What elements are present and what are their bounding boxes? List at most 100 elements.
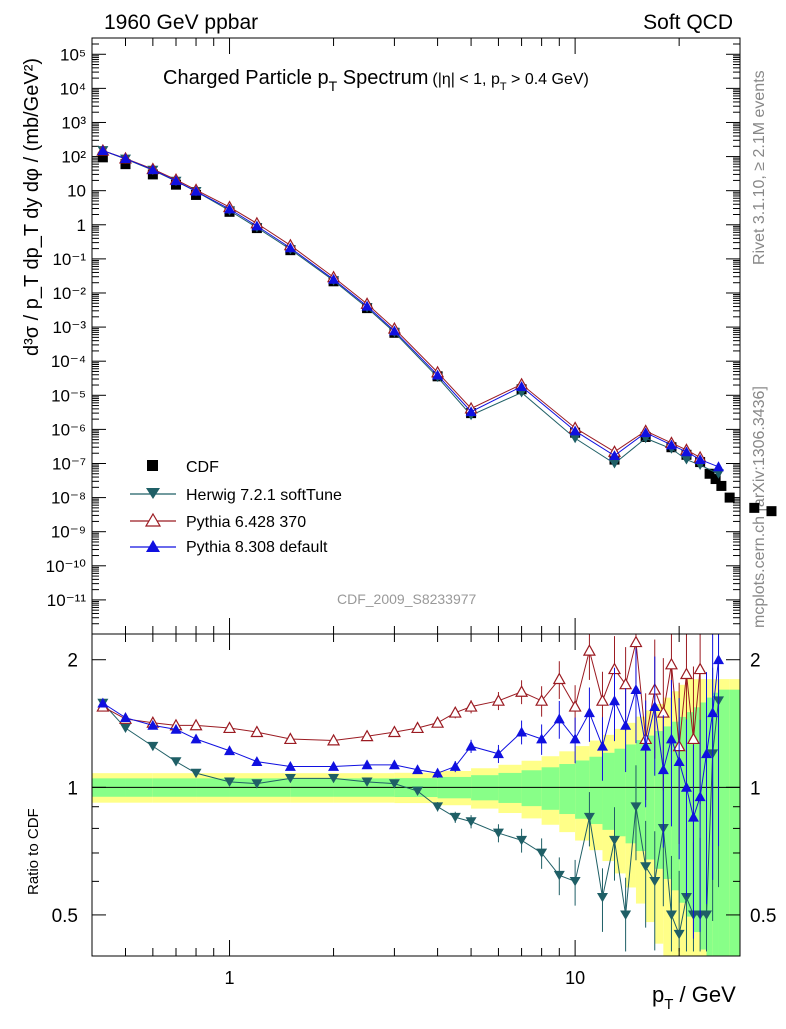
data-point xyxy=(361,759,373,770)
legend-marker-pythia8 xyxy=(146,540,160,552)
data-point xyxy=(170,723,182,734)
legend-label-herwig: Herwig 7.2.1 softTune xyxy=(186,487,342,504)
data-point xyxy=(630,684,642,695)
data-point xyxy=(569,433,581,444)
data-point xyxy=(649,876,661,887)
data-point xyxy=(536,848,548,858)
spectrum-x-ticks xyxy=(91,38,741,634)
data-point xyxy=(119,712,131,723)
data-point xyxy=(680,781,692,792)
ratio-line xyxy=(102,700,720,937)
data-point xyxy=(448,705,462,718)
y-tick-label: 10⁻⁹ xyxy=(51,523,86,542)
data-point xyxy=(190,768,202,779)
x-axis-label: pT / GeV xyxy=(652,982,736,1013)
y-tick-label: 10⁻¹¹ xyxy=(47,591,87,610)
data-point xyxy=(766,506,777,517)
data-point xyxy=(516,726,528,737)
data-point xyxy=(553,870,565,881)
band-inner xyxy=(559,764,576,815)
y-tick-label: 10⁻⁸ xyxy=(51,489,86,508)
legend-marker-cdf xyxy=(147,460,158,471)
data-point xyxy=(491,694,505,706)
data-point xyxy=(701,748,713,759)
data-point xyxy=(608,459,620,469)
data-point xyxy=(411,721,425,734)
data-point xyxy=(224,745,236,756)
ratio-series xyxy=(96,634,725,952)
x-tick-label: 1 xyxy=(225,968,235,988)
ratio-y-tick-label: 2 xyxy=(67,651,78,672)
data-point xyxy=(693,662,707,675)
x-tick-label: 10 xyxy=(565,968,585,988)
band-inner xyxy=(679,716,687,903)
data-point xyxy=(583,707,595,718)
data-point xyxy=(431,716,445,728)
y-tick-label: 10⁻² xyxy=(52,284,86,303)
data-point xyxy=(515,685,529,697)
data-point xyxy=(119,723,131,733)
data-point xyxy=(492,828,504,839)
data-point xyxy=(224,203,236,214)
band-inner xyxy=(654,731,664,869)
data-point xyxy=(701,910,713,920)
ratio-y-tick-label: 1 xyxy=(67,778,78,799)
data-point xyxy=(251,779,263,789)
data-point xyxy=(432,802,444,812)
data-point xyxy=(170,175,182,186)
legend-label-cdf: CDF xyxy=(186,459,219,476)
data-point xyxy=(673,929,685,940)
data-point xyxy=(223,721,237,734)
legend-marker-pythia6 xyxy=(144,512,162,527)
data-point xyxy=(97,152,108,163)
data-point xyxy=(583,812,595,823)
y-tick-label: 10² xyxy=(61,148,86,167)
data-point xyxy=(569,733,581,744)
data-point xyxy=(582,644,596,656)
data-point xyxy=(665,733,677,744)
data-point xyxy=(680,455,692,465)
band-inner xyxy=(712,692,719,956)
data-point xyxy=(492,748,504,759)
data-point xyxy=(694,791,706,802)
y-tick-label: 10³ xyxy=(61,113,86,132)
data-point xyxy=(704,468,715,479)
data-point xyxy=(679,667,693,680)
band-inner xyxy=(589,756,603,825)
data-point xyxy=(250,725,264,738)
data-point xyxy=(432,369,444,380)
data-point xyxy=(449,760,461,771)
data-point xyxy=(713,654,725,665)
ratio-series-pythia xyxy=(97,634,725,939)
data-point xyxy=(716,480,727,491)
ratio-plot-frame xyxy=(91,633,741,957)
y-tick-label: 10⁴ xyxy=(60,79,86,98)
data-point xyxy=(361,777,373,787)
data-point xyxy=(516,835,528,846)
data-point xyxy=(608,450,620,461)
data-point xyxy=(629,635,643,648)
header-right: Soft QCD xyxy=(643,11,733,34)
ratio-uncertainty-bands xyxy=(92,679,740,956)
data-point xyxy=(694,454,706,465)
ratio-y-tick-label-right: 0.5 xyxy=(750,906,776,927)
data-point xyxy=(686,732,700,745)
y-axis-label: d³σ / p_T dp_T dy dφ / (mb/GeV²) xyxy=(21,58,43,356)
data-point xyxy=(97,145,109,155)
data-point xyxy=(224,777,236,787)
data-point xyxy=(251,220,263,231)
y-tick-label: 10⁻⁶ xyxy=(51,420,86,439)
y-tick-label: 10⁻¹⁰ xyxy=(46,557,87,576)
band-inner xyxy=(602,752,615,830)
data-point xyxy=(147,719,159,730)
data-point xyxy=(713,469,725,479)
y-tick-label: 10 xyxy=(67,182,86,201)
ratio-y-axis-label: Ratio to CDF xyxy=(25,808,42,895)
data-point xyxy=(640,427,652,438)
data-point xyxy=(664,657,678,670)
data-point xyxy=(412,764,424,775)
data-point xyxy=(147,741,159,752)
data-point xyxy=(251,756,263,766)
data-point xyxy=(680,446,692,457)
